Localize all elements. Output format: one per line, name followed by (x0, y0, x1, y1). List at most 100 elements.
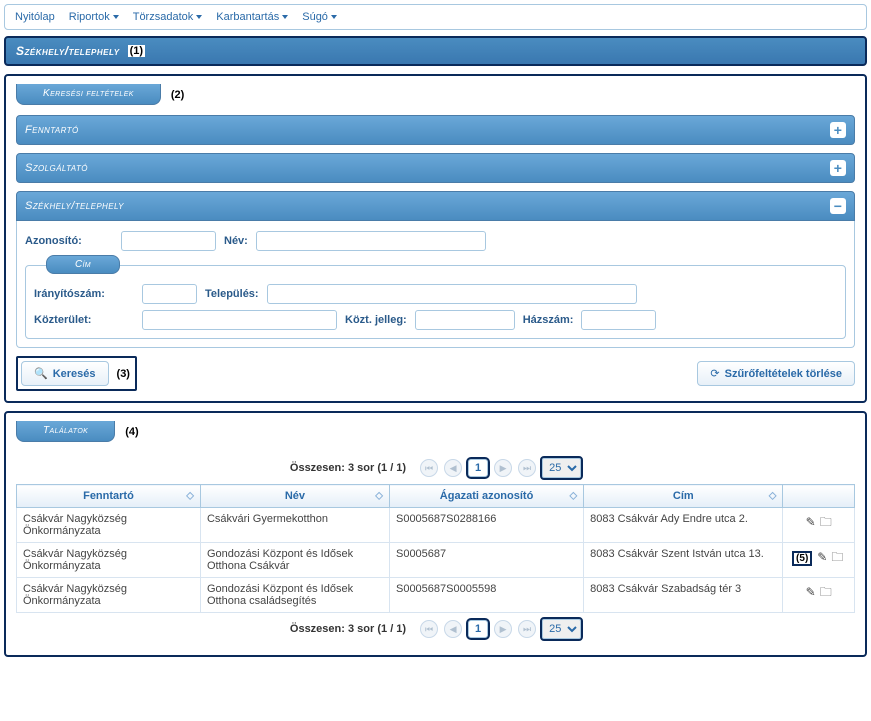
pager-top: Összesen: 3 sor (1 / 1) ⏮ ◀ 1 ▶ ⏭ 25 (16, 452, 855, 484)
pager-last-button[interactable]: ⏭ (518, 620, 536, 638)
annotation-marker: (5) (792, 551, 812, 566)
hazszam-input[interactable] (581, 310, 656, 330)
results-panel: Találatok (4) Összesen: 3 sor (1 / 1) ⏮ … (4, 411, 867, 657)
page-size-select[interactable]: 25 (542, 619, 581, 639)
main-menubar: Nyitólap Riportok Törzsadatok Karbantart… (4, 4, 867, 30)
menu-label: Riportok (69, 11, 110, 23)
menu-riportok[interactable]: Riportok (69, 11, 119, 23)
refresh-icon: ⟳ (710, 367, 719, 380)
collapse-icon[interactable]: − (830, 198, 846, 214)
menu-torzsadatok[interactable]: Törzsadatok (133, 11, 203, 23)
cell-nev: Gondozási Központ és Idősek Otthona Csák… (200, 543, 389, 578)
cell-cim: 8083 Csákvár Ady Endre utca 2. (584, 508, 783, 543)
table-header-row: Fenntartó◇ Név◇ Ágazati azonosító◇ Cím◇ (17, 485, 855, 508)
col-cim[interactable]: Cím◇ (584, 485, 783, 508)
telepules-input[interactable] (267, 284, 637, 304)
pager-prev-button[interactable]: ◀ (444, 459, 462, 477)
annotation-marker: (3) (115, 368, 132, 380)
sort-icon: ◇ (375, 491, 383, 502)
section-tab: Keresési feltételek (16, 84, 161, 105)
cell-fenntarto: Csákvár Nagyközség Önkormányzata (17, 543, 201, 578)
pager-last-button[interactable]: ⏭ (518, 459, 536, 477)
chevron-down-icon (282, 15, 288, 19)
open-icon[interactable]: 🗀 (820, 515, 832, 529)
col-fenntarto[interactable]: Fenntartó◇ (17, 485, 201, 508)
expand-icon[interactable]: + (830, 160, 846, 176)
open-icon[interactable]: 🗀 (820, 585, 832, 599)
search-actions: 🔍 Keresés (3) ⟳ Szűrőfeltételek törlése (16, 356, 855, 391)
col-agazati[interactable]: Ágazati azonosító◇ (389, 485, 583, 508)
pager-next-button[interactable]: ▶ (494, 620, 512, 638)
cell-cim: 8083 Csákvár Szabadság tér 3 (584, 578, 783, 613)
cell-actions: (5) ✎ 🗀 (783, 543, 855, 578)
search-button-group: 🔍 Keresés (3) (16, 356, 137, 391)
pager-next-button[interactable]: ▶ (494, 459, 512, 477)
menu-nyitolap[interactable]: Nyitólap (15, 11, 55, 23)
menu-label: Törzsadatok (133, 11, 194, 23)
cell-fenntarto: Csákvár Nagyközség Önkormányzata (17, 578, 201, 613)
clear-filters-button[interactable]: ⟳ Szűrőfeltételek törlése (697, 361, 855, 386)
pager-current-page[interactable]: 1 (468, 620, 488, 638)
page-title-bar: Székhely/telephely (1) (4, 36, 867, 66)
pager-current-page[interactable]: 1 (468, 459, 488, 477)
cell-actions: ✎🗀 (783, 508, 855, 543)
menu-label: Súgó (302, 11, 328, 23)
menu-label: Karbantartás (216, 11, 279, 23)
pager-first-button[interactable]: ⏮ (420, 620, 438, 638)
col-nev[interactable]: Név◇ (200, 485, 389, 508)
edit-icon[interactable]: ✎ (817, 550, 827, 564)
kozt-jelleg-input[interactable] (415, 310, 515, 330)
pager-summary: Összesen: 3 sor (1 / 1) (290, 462, 406, 474)
chevron-down-icon (331, 15, 337, 19)
panel-szekhely-header[interactable]: Székhely/telephely − (16, 191, 855, 221)
page-size-select[interactable]: 25 (542, 458, 581, 478)
sort-icon: ◇ (769, 491, 777, 502)
search-icon: 🔍 (34, 367, 48, 380)
page-title: Székhely/telephely (16, 44, 120, 58)
nev-input[interactable] (256, 231, 486, 251)
button-label: Keresés (53, 368, 96, 380)
panel-szekhely-body: Azonosító: Név: Cím Irányítószám: Telepü… (16, 221, 855, 348)
col-actions (783, 485, 855, 508)
sort-icon: ◇ (569, 491, 577, 502)
cim-legend: Cím (46, 255, 120, 274)
edit-icon[interactable]: ✎ (806, 515, 816, 529)
annotation-marker: (2) (169, 89, 186, 101)
cell-nev: Gondozási Központ és Idősek Otthona csal… (200, 578, 389, 613)
field-row: Azonosító: Név: (25, 231, 846, 251)
pager-bottom: Összesen: 3 sor (1 / 1) ⏮ ◀ 1 ▶ ⏭ 25 (16, 613, 855, 645)
azonosito-input[interactable] (121, 231, 216, 251)
edit-icon[interactable]: ✎ (806, 585, 816, 599)
section-tab: Találatok (16, 421, 115, 442)
nev-label: Név: (224, 235, 248, 247)
menu-karbantartas[interactable]: Karbantartás (216, 11, 288, 23)
cell-agazati: S0005687S0288166 (389, 508, 583, 543)
search-button[interactable]: 🔍 Keresés (21, 361, 109, 386)
table-row: Csákvár Nagyközség ÖnkormányzataGondozás… (17, 543, 855, 578)
cell-nev: Csákvári Gyermekotthon (200, 508, 389, 543)
field-row: Irányítószám: Település: (34, 284, 837, 304)
section-header: Keresési feltételek (2) (16, 84, 855, 105)
sort-icon: ◇ (186, 491, 194, 502)
panel-fenntarto-header[interactable]: Fenntartó + (16, 115, 855, 145)
pager-first-button[interactable]: ⏮ (420, 459, 438, 477)
expand-icon[interactable]: + (830, 122, 846, 138)
cell-fenntarto: Csákvár Nagyközség Önkormányzata (17, 508, 201, 543)
annotation-marker: (1) (128, 45, 145, 57)
panel-title: Szolgáltató (25, 162, 88, 174)
menu-label: Nyitólap (15, 11, 55, 23)
open-icon[interactable]: 🗀 (831, 550, 843, 564)
iranyitoszam-input[interactable] (142, 284, 197, 304)
chevron-down-icon (196, 15, 202, 19)
cell-actions: ✎🗀 (783, 578, 855, 613)
panel-szolgaltato-header[interactable]: Szolgáltató + (16, 153, 855, 183)
menu-sugo[interactable]: Súgó (302, 11, 337, 23)
field-row: Közterület: Közt. jelleg: Házszám: (34, 310, 837, 330)
cell-agazati: S0005687 (389, 543, 583, 578)
panel-title: Fenntartó (25, 124, 79, 136)
hazszam-label: Házszám: (523, 314, 574, 326)
pager-prev-button[interactable]: ◀ (444, 620, 462, 638)
annotation-marker: (4) (123, 426, 140, 438)
cell-cim: 8083 Csákvár Szent István utca 13. (584, 543, 783, 578)
kozterulet-input[interactable] (142, 310, 337, 330)
